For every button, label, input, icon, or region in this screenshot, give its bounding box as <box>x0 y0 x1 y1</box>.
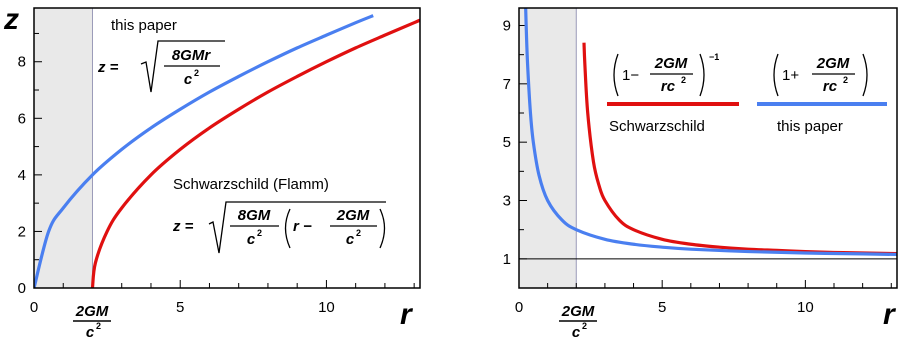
formula-left: 1+ <box>782 67 799 84</box>
left-y-tick-label: 8 <box>18 54 26 71</box>
formula-num: 8GMr <box>172 47 212 64</box>
legend-label-this-paper: this paper <box>777 118 843 135</box>
formula-den: rc <box>661 78 676 95</box>
left-chart: 0 5 10 0 2 4 6 8 2GM c 2 r z this paper z = 8GM… <box>3 3 421 341</box>
legend-label-schwarzschild: Schwarzschild <box>609 118 705 135</box>
right-x-tick-label: 5 <box>658 299 666 316</box>
formula-lhs: z = <box>97 59 119 76</box>
right-tick-labels: 0 5 10 1 3 5 7 9 <box>503 18 814 317</box>
left-y-tick-label: 6 <box>18 110 26 127</box>
right-legend-this-paper: 1+ 2GM rc 2 this paper <box>757 53 887 135</box>
left-y-tick-label: 4 <box>18 167 26 184</box>
left-x-tick-label: 10 <box>318 299 335 316</box>
frac-exponent: 2 <box>96 321 101 331</box>
paren-left <box>284 208 291 249</box>
paren-left <box>613 53 619 97</box>
left-y-tick-label: 0 <box>18 280 26 297</box>
right-x-tick-label: 0 <box>515 299 523 316</box>
right-series-lines <box>524 8 897 257</box>
formula-num: 2GM <box>816 55 850 72</box>
right-x-tick-label-2gm: 2GM c 2 <box>559 303 597 341</box>
right-chart: 0 5 10 1 3 5 7 9 2GM c 2 r 1− 2GM rc 2 −1 Schwa… <box>503 7 898 341</box>
paren-right <box>699 53 705 97</box>
right-y-tick-label: 1 <box>503 251 511 268</box>
left-x-tick-label-2gm: 2GM c 2 <box>73 303 111 341</box>
right-y-tick-label: 9 <box>503 18 511 35</box>
formula-inner-left: r − <box>293 218 312 235</box>
left-tick-labels: 0 5 10 0 2 4 6 8 <box>18 54 335 316</box>
left-x-tick-label: 5 <box>176 299 184 316</box>
right-y-tick-label: 5 <box>503 134 511 151</box>
right-series-line-this-paper <box>524 8 897 257</box>
right-x-tick-label: 10 <box>797 299 814 316</box>
left-y-axis-label: z <box>3 3 19 36</box>
frac-numerator: 2GM <box>561 303 595 320</box>
formula-inner-num: 2GM <box>336 207 370 224</box>
left-series-lines <box>34 14 420 288</box>
left-series-label-schwarzschild-flamm: Schwarzschild (Flamm) <box>173 176 329 193</box>
frac-denominator: c <box>572 324 581 339</box>
right-legend-schwarzschild: 1− 2GM rc 2 −1 Schwarzschild <box>607 52 739 135</box>
left-shaded-region <box>34 8 93 288</box>
formula-num: 8GM <box>238 207 271 224</box>
left-x-tick-label: 0 <box>30 299 38 316</box>
paren-right <box>379 208 386 249</box>
formula-power: −1 <box>709 52 719 62</box>
formula-den: c <box>247 231 256 248</box>
left-series-label-this-paper: this paper <box>111 17 177 34</box>
formula-den: rc <box>823 78 838 95</box>
left-series-line-this-paper <box>34 14 374 288</box>
formula-num: 2GM <box>654 55 688 72</box>
formula-left: 1− <box>622 67 639 84</box>
formula-inner-exp: 2 <box>356 228 361 238</box>
formula-den: c <box>184 71 193 88</box>
frac-numerator: 2GM <box>75 303 109 320</box>
left-formula-schwarzschild-flamm: z = 8GM c 2 r − 2GM c 2 <box>172 201 386 254</box>
paren-left <box>773 53 779 97</box>
formula-exp: 2 <box>194 68 199 78</box>
formula-lhs: z = <box>172 218 194 235</box>
left-plot-frame <box>33 7 421 289</box>
left-formula-this-paper: z = 8GMr c 2 <box>97 40 225 93</box>
formula-exp: 2 <box>681 75 686 85</box>
sqrt-sign <box>208 201 386 254</box>
right-y-tick-label: 3 <box>503 193 511 210</box>
frac-exponent: 2 <box>582 321 587 331</box>
right-x-axis-label: r <box>883 298 897 331</box>
formula-inner-den: c <box>346 231 355 248</box>
right-plot-frame <box>518 7 898 289</box>
left-x-axis-label: r <box>400 298 414 331</box>
paren-right <box>862 53 868 97</box>
frac-denominator: c <box>86 324 95 339</box>
sqrt-sign <box>140 40 225 93</box>
left-series-line-schwarzschild-flamm <box>90 18 420 288</box>
right-y-tick-label: 7 <box>503 76 511 93</box>
formula-exp: 2 <box>843 75 848 85</box>
left-y-tick-label: 2 <box>18 223 26 240</box>
formula-exp: 2 <box>257 228 262 238</box>
